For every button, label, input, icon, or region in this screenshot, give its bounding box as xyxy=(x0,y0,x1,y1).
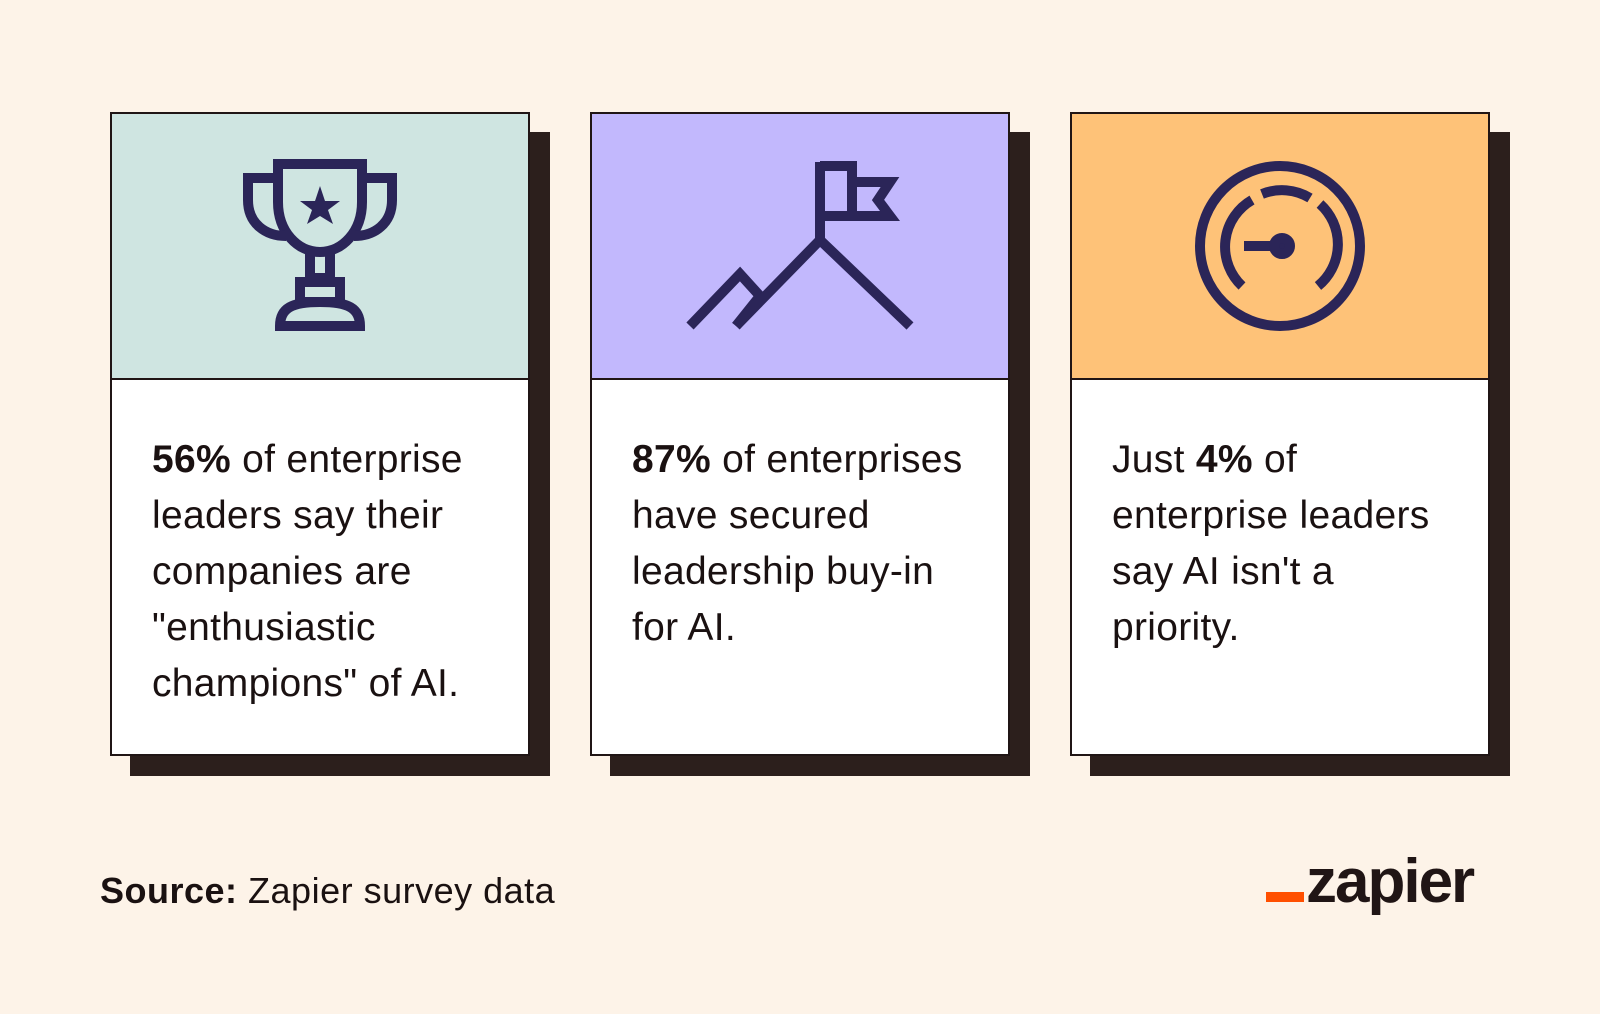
card-header xyxy=(112,114,528,380)
stat-card-enthusiastic-champions: 56% of enterprise leaders say their comp… xyxy=(110,112,530,756)
speedometer-icon xyxy=(1195,161,1365,331)
stat-text: 87% of enterprises have secured leadersh… xyxy=(592,380,1008,656)
stat-value: 87% xyxy=(632,438,711,481)
zapier-logo: zapier xyxy=(1266,852,1477,916)
stat-text: 56% of enterprise leaders say their comp… xyxy=(112,380,528,712)
source-note: Source: Zapier survey data xyxy=(100,870,555,912)
zapier-logo-text: zapier xyxy=(1306,852,1475,916)
source-text: Zapier survey data xyxy=(237,870,556,911)
source-label: Source: xyxy=(100,870,238,911)
card-header xyxy=(1072,114,1488,380)
mountain-flag-icon xyxy=(686,161,914,330)
stat-value: 4% xyxy=(1195,438,1253,481)
stat-card-not-priority: Just 4% of enterprise leaders say AI isn… xyxy=(1070,112,1490,756)
card-header xyxy=(592,114,1008,380)
stat-description: of enterprise leaders say their companie… xyxy=(152,438,463,705)
stat-description: of enterprise leaders say AI isn't a pri… xyxy=(1112,438,1430,649)
stat-card-leadership-buy-in: 87% of enterprises have secured leadersh… xyxy=(590,112,1010,756)
stat-description: of enterprises have secured leadership b… xyxy=(632,438,963,649)
stat-prefix: Just xyxy=(1112,438,1196,481)
stat-text: Just 4% of enterprise leaders say AI isn… xyxy=(1072,380,1488,656)
stat-value: 56% xyxy=(152,438,231,481)
trophy-icon xyxy=(243,159,397,331)
